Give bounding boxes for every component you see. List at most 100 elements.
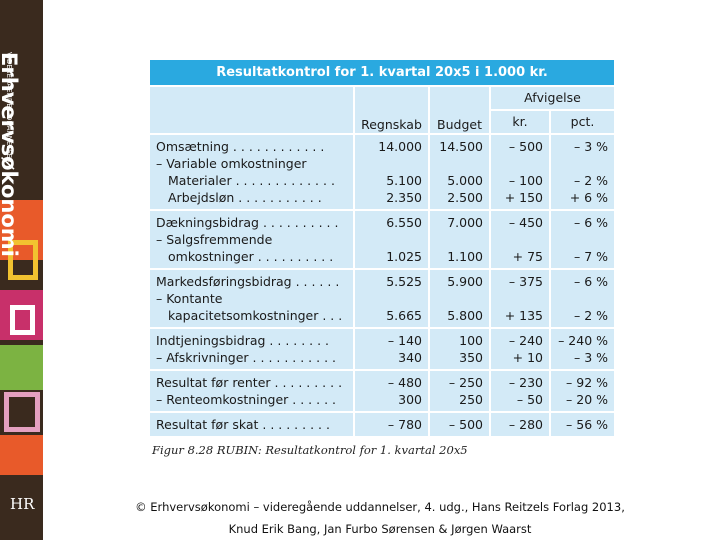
value: 300 xyxy=(398,392,422,407)
value: – 250 xyxy=(448,375,483,390)
footer-line: © Erhvervsøkonomi – videregående uddanne… xyxy=(135,500,625,514)
cell xyxy=(355,135,428,209)
cell xyxy=(551,135,614,209)
value: – 92 % xyxy=(566,375,608,390)
column-header: Regnskab xyxy=(355,110,428,133)
cell xyxy=(491,371,549,411)
row-label: Dækningsbidrag . . . . . . . . . . xyxy=(156,215,339,230)
value: – 20 % xyxy=(566,392,608,407)
value: 14.000 xyxy=(378,139,422,154)
value: – 280 xyxy=(508,417,543,432)
value: 6.550 xyxy=(386,215,422,230)
cell xyxy=(551,413,614,436)
column-header: kr. xyxy=(491,111,549,133)
pattern xyxy=(8,240,38,280)
row-label: – Variable omkostninger xyxy=(156,156,307,171)
cell xyxy=(551,211,614,268)
value: + 135 xyxy=(504,308,543,323)
value: 100 xyxy=(459,333,483,348)
cell xyxy=(355,211,428,268)
value: – 6 % xyxy=(573,215,608,230)
value: 5.100 xyxy=(386,173,422,188)
value: – 230 xyxy=(508,375,543,390)
cell xyxy=(430,270,489,327)
value: 340 xyxy=(398,350,422,365)
row-label: Markedsføringsbidrag . . . . . . xyxy=(156,274,340,289)
cell xyxy=(355,413,428,436)
value: 5.000 xyxy=(447,173,483,188)
pattern xyxy=(4,392,40,432)
value: – 500 xyxy=(448,417,483,432)
value: – 2 % xyxy=(573,173,608,188)
cell xyxy=(551,270,614,327)
value: 5.800 xyxy=(447,308,483,323)
pattern xyxy=(0,435,43,475)
value: – 3 % xyxy=(573,139,608,154)
cell xyxy=(551,371,614,411)
cell xyxy=(491,135,549,209)
brand-subtitle: VIDEREGÅENDE UDDANNELSER xyxy=(5,52,13,163)
footer-line: Knud Erik Bang, Jan Furbo Sørensen & Jør… xyxy=(228,522,532,536)
value: – 450 xyxy=(508,215,543,230)
sidebar: Erhvervsøkonomi VIDEREGÅENDE UDDANNELSER… xyxy=(0,0,43,540)
value: 1.025 xyxy=(386,249,422,264)
value: + 10 xyxy=(512,350,543,365)
value: – 100 xyxy=(508,173,543,188)
cell xyxy=(150,329,353,369)
pattern xyxy=(10,305,35,335)
value: 7.000 xyxy=(447,215,483,230)
row-label: Omsætning . . . . . . . . . . . . xyxy=(156,139,325,154)
value: + 6 % xyxy=(569,190,608,205)
value: 2.500 xyxy=(447,190,483,205)
column-header: pct. xyxy=(551,111,614,133)
row-label: – Renteomkostninger . . . . . . xyxy=(156,392,336,407)
value: – 2 % xyxy=(573,308,608,323)
value: – 375 xyxy=(508,274,543,289)
value: – 6 % xyxy=(573,274,608,289)
value: 350 xyxy=(459,350,483,365)
column-header: Budget xyxy=(430,110,489,133)
value: – 240 % xyxy=(558,333,608,348)
cell xyxy=(491,211,549,268)
group-header: Afvigelse xyxy=(491,87,614,109)
cell xyxy=(430,413,489,436)
value: 5.665 xyxy=(386,308,422,323)
value: – 240 xyxy=(508,333,543,348)
row-label: omkostninger . . . . . . . . . . xyxy=(168,249,334,264)
value: 5.900 xyxy=(447,274,483,289)
cell xyxy=(491,329,549,369)
footer: © Erhvervsøkonomi – videregående uddanne… xyxy=(100,496,660,540)
value: – 50 xyxy=(516,392,543,407)
cell xyxy=(150,371,353,411)
caption: Figur 8.28 RUBIN: Resultatkontrol for 1.… xyxy=(152,443,468,457)
value: – 140 xyxy=(387,333,422,348)
cell xyxy=(430,135,489,209)
cell xyxy=(551,329,614,369)
row-label: Indtjeningsbidrag . . . . . . . . xyxy=(156,333,330,348)
cell xyxy=(491,413,549,436)
value: – 56 % xyxy=(566,417,608,432)
cell xyxy=(355,371,428,411)
row-label: – Afskrivninger . . . . . . . . . . . xyxy=(156,350,336,365)
cell xyxy=(150,413,353,436)
cell xyxy=(150,270,353,327)
row-label: Arbejdsløn . . . . . . . . . . . xyxy=(168,190,322,205)
cell xyxy=(355,270,428,327)
value: – 7 % xyxy=(573,249,608,264)
cell xyxy=(150,135,353,209)
header-cell xyxy=(150,87,353,133)
cell xyxy=(430,329,489,369)
value: – 480 xyxy=(387,375,422,390)
table-title: Resultatkontrol for 1. kvartal 20x5 i 1.… xyxy=(150,60,614,85)
pattern xyxy=(0,0,43,200)
row-label: Resultat før renter . . . . . . . . . xyxy=(156,375,343,390)
value: 14.500 xyxy=(439,139,483,154)
cell xyxy=(355,329,428,369)
value: 250 xyxy=(459,392,483,407)
table: Resultatkontrol for 1. kvartal 20x5 i 1.… xyxy=(150,60,614,436)
row-label: Resultat før skat . . . . . . . . . xyxy=(156,417,330,432)
cell xyxy=(491,270,549,327)
value: + 150 xyxy=(504,190,543,205)
value: + 75 xyxy=(512,249,543,264)
